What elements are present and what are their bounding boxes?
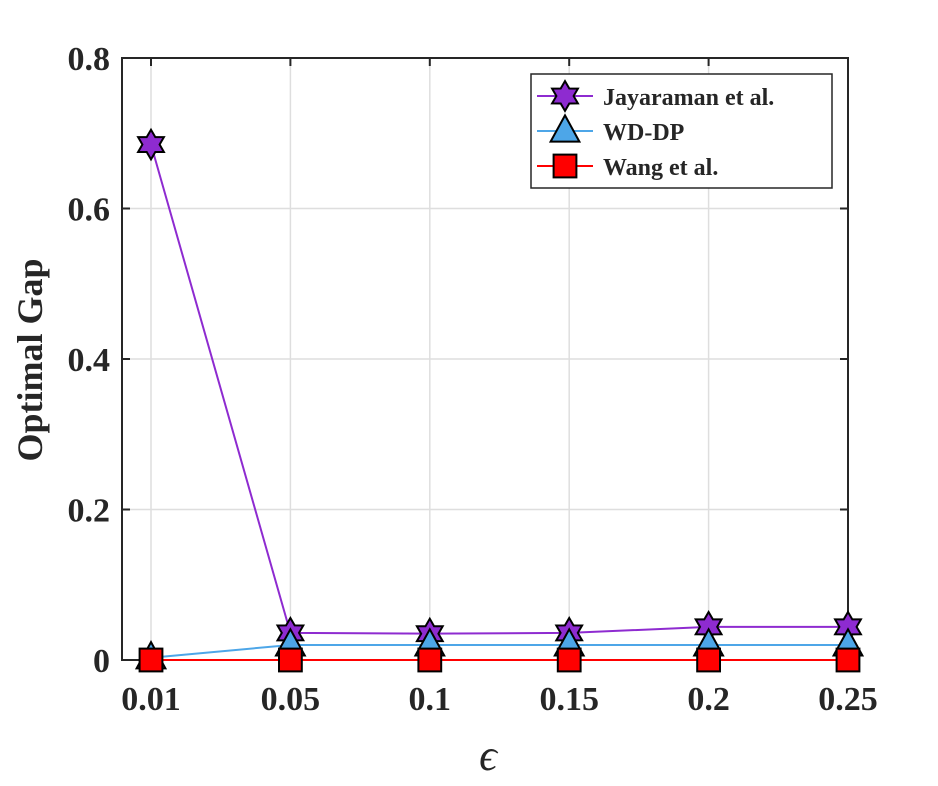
legend-label: WD-DP	[603, 120, 684, 146]
hexagram-marker	[136, 127, 166, 162]
y-tick-label: 0.2	[68, 493, 111, 530]
x-tick-label: 0.01	[121, 681, 181, 718]
series-wd-dp	[134, 627, 865, 670]
series-wang-et-al	[138, 647, 861, 673]
square-marker	[556, 647, 582, 673]
legend: Jayaraman et al. WD-DP Wang et al.	[530, 73, 833, 189]
y-tick-label: 0.6	[68, 192, 111, 229]
series-line	[150, 643, 848, 659]
legend-item: Jayaraman et al.	[537, 79, 774, 113]
y-tick-label: 0	[93, 643, 110, 680]
triangle-marker	[548, 113, 582, 143]
square-marker	[552, 153, 578, 179]
y-tick-label: 0.8	[68, 41, 111, 78]
hexagram-marker	[550, 79, 580, 113]
y-axis-label: Optimal Gap	[10, 258, 50, 461]
legend-item: WD-DP	[537, 113, 684, 146]
square-marker	[138, 647, 164, 673]
x-tick-label: 0.15	[539, 681, 599, 718]
y-tick-label: 0.4	[68, 342, 111, 379]
x-tick-label: 0.2	[687, 681, 730, 718]
square-marker	[696, 647, 722, 673]
square-marker	[835, 647, 861, 673]
x-tick-label: 0.25	[818, 681, 878, 718]
legend-label: Jayaraman et al.	[603, 85, 774, 111]
series	[134, 127, 865, 673]
x-axis-label: ϵ	[479, 731, 499, 780]
legend-label: Wang et al.	[603, 155, 718, 181]
tick-labels: 0.01 0.05 0.1 0.15 0.2 0.25 0 0.2 0.4 0.6 0.8	[68, 41, 878, 718]
series-line	[150, 144, 848, 635]
legend-item: Wang et al.	[537, 153, 718, 181]
square-marker	[278, 647, 303, 673]
x-tick-label: 0.05	[261, 681, 321, 718]
square-marker	[417, 647, 443, 673]
series-jayaraman-et-al	[136, 127, 863, 651]
x-tick-label: 0.1	[409, 681, 452, 718]
